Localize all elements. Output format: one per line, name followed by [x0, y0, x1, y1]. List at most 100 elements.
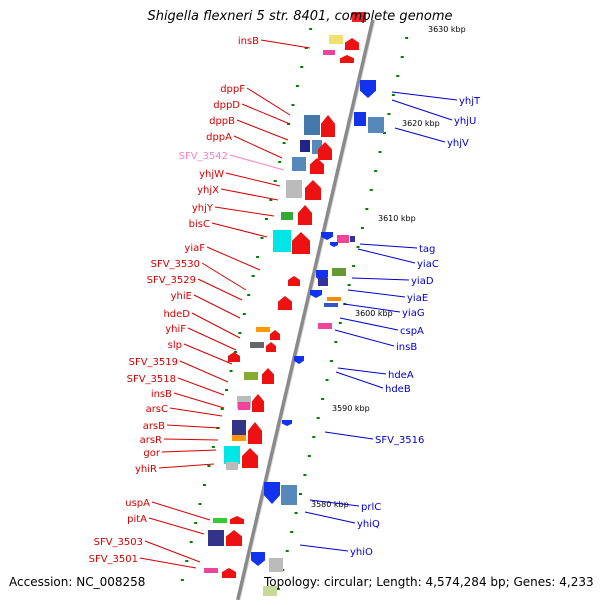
tick-mark	[383, 132, 387, 134]
scale-label: 3580 kbp	[311, 500, 349, 509]
gene-label-arsc: arsC	[146, 404, 168, 415]
scale-label: 3590 kbp	[332, 404, 370, 413]
tick-mark	[269, 199, 273, 201]
leader-line	[260, 39, 311, 49]
tick-mark	[334, 341, 338, 343]
gene-box	[323, 50, 335, 55]
leader-line	[304, 511, 356, 524]
gene-label-insb: insB	[396, 342, 417, 353]
gene-arrow	[292, 232, 310, 254]
gene-label-sfv_3530: SFV_3530	[151, 259, 200, 270]
gene-label-sfv_3529: SFV_3529	[147, 275, 196, 286]
leader-line	[394, 127, 446, 143]
gene-label-sfv_3542: SFV_3542	[179, 151, 228, 162]
gene-label-hdeb: hdeB	[385, 384, 411, 395]
gene-box	[213, 518, 227, 523]
tick-mark	[278, 161, 282, 163]
gene-arrow	[310, 290, 322, 298]
gene-label-yiad: yiaD	[411, 276, 434, 287]
gene-arrow	[230, 516, 244, 524]
gene-arrow	[242, 448, 258, 468]
gene-label-sfv_3519: SFV_3519	[129, 357, 178, 368]
tick-mark	[405, 37, 409, 39]
tick-mark	[225, 389, 229, 391]
leader-line	[151, 501, 211, 521]
tick-mark	[287, 123, 291, 125]
gene-box	[327, 297, 341, 301]
gene-arrow	[345, 38, 359, 50]
gene-arrow	[252, 394, 264, 412]
scale-label: 3610 kbp	[378, 214, 416, 223]
tick-mark	[400, 56, 404, 58]
gene-box	[263, 586, 277, 596]
tick-mark	[307, 455, 311, 457]
tick-mark	[299, 493, 302, 495]
leader-line	[391, 91, 458, 101]
gene-label-prlc: prlC	[361, 502, 381, 513]
gene-arrow	[305, 180, 321, 200]
leader-line	[214, 206, 275, 217]
gene-label-sfv_3518: SFV_3518	[127, 374, 176, 385]
leader-line	[246, 87, 291, 116]
tick-mark	[238, 332, 242, 334]
gene-label-insb: insB	[238, 36, 259, 47]
leader-line	[225, 172, 281, 187]
tick-mark	[282, 142, 286, 144]
leader-line	[193, 294, 241, 319]
gene-label-dppf: dppF	[220, 84, 245, 95]
gene-box	[350, 236, 355, 242]
leader-line	[309, 499, 360, 507]
leader-line	[359, 243, 418, 249]
leader-line	[391, 99, 453, 121]
leader-line	[347, 289, 406, 298]
map-title: Shigella flexneri 5 str. 8401, complete …	[147, 9, 453, 24]
gene-arrow	[321, 232, 333, 240]
tick-mark	[294, 512, 298, 514]
gene-arrow	[228, 352, 240, 362]
leader-line	[343, 303, 401, 313]
gene-label-yhjv: yhjV	[447, 138, 469, 149]
gene-arrow	[310, 158, 324, 174]
tick-mark	[295, 85, 299, 87]
gene-arrow	[270, 330, 280, 340]
gene-label-arsr: arsR	[140, 435, 162, 446]
tick-mark	[300, 66, 304, 68]
gene-label-arsb: arsB	[143, 421, 165, 432]
gene-arrow	[330, 242, 338, 247]
leader-line	[197, 278, 243, 301]
leader-line	[236, 119, 289, 141]
tick-mark	[391, 94, 395, 96]
tick-mark	[316, 417, 320, 419]
leader-line	[229, 154, 285, 171]
gene-label-dppb: dppB	[209, 116, 235, 127]
tick-mark	[242, 313, 246, 315]
leader-line	[183, 343, 233, 365]
tick-mark	[365, 208, 369, 210]
gene-label-yhjx: yhjX	[197, 185, 219, 196]
gene-label-yhjw: yhjW	[199, 169, 224, 180]
gene-label-yhju: yhjU	[454, 116, 476, 127]
tick-mark	[338, 322, 342, 324]
gene-label-yhir: yhiR	[135, 464, 157, 475]
gene-label-yiag: yiaG	[402, 308, 425, 319]
gene-label-gor: gor	[143, 448, 160, 459]
gene-arrow	[294, 356, 304, 364]
tick-mark	[247, 294, 251, 296]
gene-box	[208, 530, 224, 546]
gene-box	[332, 268, 346, 276]
leader-line	[169, 407, 223, 417]
tick-mark	[251, 275, 255, 277]
gene-label-sfv_3503: SFV_3503	[94, 537, 143, 548]
gene-box	[318, 278, 328, 286]
tick-mark	[369, 189, 373, 191]
leader-line	[161, 449, 217, 453]
gene-box	[232, 435, 246, 441]
gene-arrow	[266, 342, 276, 352]
gene-box	[238, 402, 250, 410]
gene-arrow	[248, 422, 262, 444]
leader-line	[339, 317, 399, 331]
topology-text: Topology: circular; Length: 4,574,284 bp…	[264, 575, 594, 589]
tick-mark	[256, 256, 260, 258]
